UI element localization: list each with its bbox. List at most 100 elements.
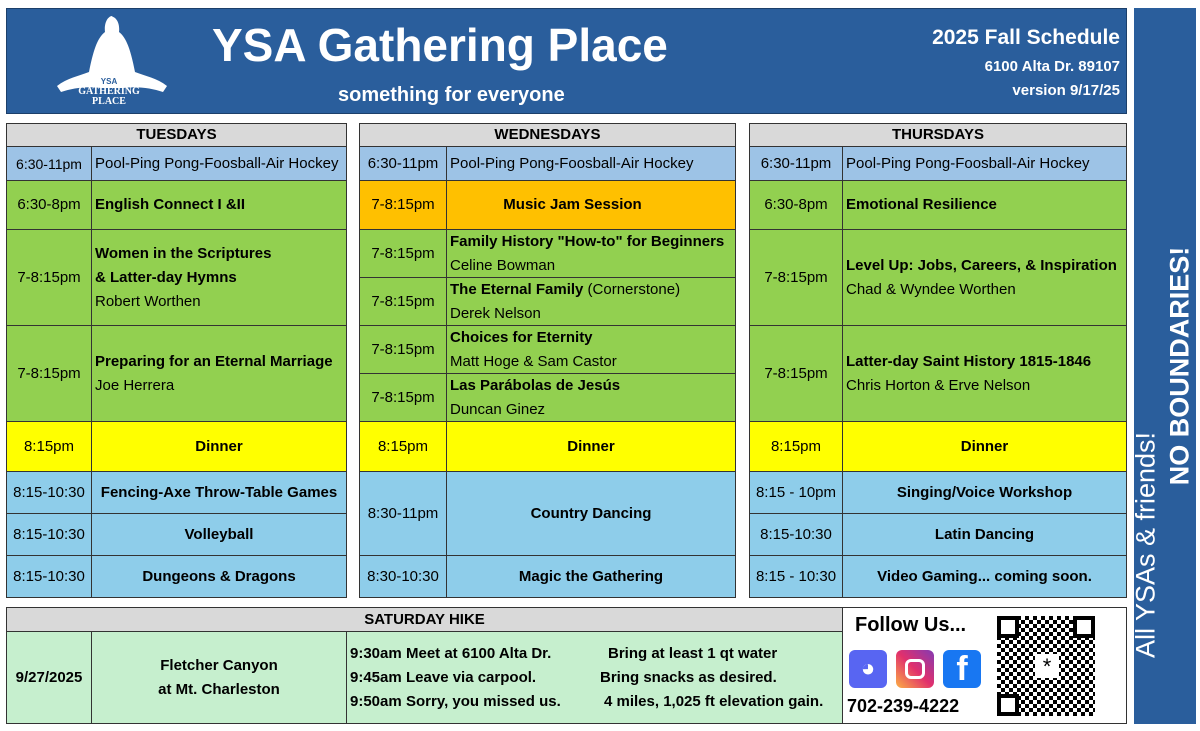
time: 8:15 - 10pm <box>749 471 843 514</box>
activity: Video Gaming... coming soon. <box>842 555 1127 598</box>
wednesday-header: WEDNESDAYS <box>359 123 736 147</box>
schedule-row: 9:45am Leave via carpool. Bring snacks as … <box>350 666 777 690</box>
follow-title: Follow Us... <box>855 614 967 636</box>
activity: Emotional Resilience <box>842 180 1127 230</box>
time: 8:30-10:30 <box>359 555 447 598</box>
time: 6:30-11pm <box>359 146 447 181</box>
time: 8:15-10:30 <box>6 555 92 598</box>
class-cell: Level Up: Jobs, Careers, & Inspiration Ch… <box>842 229 1127 326</box>
activity: Fencing-Axe Throw-Table Games <box>91 471 347 514</box>
time: 7-8:15pm <box>6 325 92 422</box>
discord-icon[interactable]: ◕ <box>849 650 887 688</box>
qr-code[interactable]: * <box>997 616 1095 716</box>
thursday-header: THURSDAYS <box>749 123 1127 147</box>
text: Meet at 6100 Alta Dr. <box>406 644 552 662</box>
activity: Country Dancing <box>446 471 736 556</box>
address: 6100 Alta Dr. 89107 <box>984 58 1120 75</box>
class-cell: Las Parábolas de Jesús Duncan Ginez <box>446 373 736 422</box>
dinner: Dinner <box>842 421 1127 472</box>
time: 9:30am <box>350 644 402 662</box>
time: 7-8:15pm <box>359 277 447 326</box>
note: Bring snacks as desired. <box>600 668 777 686</box>
all-ysas: All YSAs & friends! <box>1130 431 1161 659</box>
schedule-row: 9:50am Sorry, you missed us. 4 miles, 1,02… <box>350 690 823 714</box>
time: 7-8:15pm <box>6 229 92 326</box>
time: 7-8:15pm <box>359 180 447 230</box>
class-name: Level Up: Jobs, Careers, & Inspiration <box>846 256 1117 274</box>
time: 7-8:15pm <box>359 325 447 374</box>
logo: YSA GATHERING PLACE <box>44 12 174 108</box>
class-name: Las Parábolas de Jesús <box>450 376 621 394</box>
no-boundaries: NO BOUNDARIES! <box>1164 246 1195 486</box>
class-cell: Latter-day Saint History 1815-1846 Chris … <box>842 325 1127 422</box>
time: 9:50am <box>350 692 402 710</box>
side-banner: NO BOUNDARIES! All YSAs & friends! <box>1130 8 1196 724</box>
activity: Pool-Ping Pong-Foosball-Air Hockey <box>91 146 347 181</box>
class-cell: Women in the Scriptures & Latter-day Hymn… <box>91 229 347 326</box>
activity: Music Jam Session <box>446 180 736 230</box>
time: 6:30-11pm <box>6 146 92 181</box>
instagram-icon[interactable] <box>896 650 934 688</box>
note: Bring at least 1 qt water <box>608 644 778 662</box>
activity: Singing/Voice Workshop <box>842 471 1127 514</box>
facebook-icon[interactable]: f <box>943 650 981 688</box>
class-cell: Preparing for an Eternal Marriage Joe Her… <box>91 325 347 422</box>
teacher: Celine Bowman <box>450 256 556 274</box>
time: 8:15-10:30 <box>6 471 92 514</box>
activity: Latin Dancing <box>842 513 1127 556</box>
header-banner <box>6 8 1127 114</box>
text: Leave via carpool. <box>406 668 537 686</box>
teacher: Derek Nelson <box>450 304 541 322</box>
teacher: Robert Worthen <box>95 292 201 310</box>
teacher: Duncan Ginez <box>450 400 546 418</box>
time: 7-8:15pm <box>359 229 447 278</box>
text: Sorry, you missed us. <box>406 692 561 710</box>
class-cell: Choices for Eternity Matt Hoge & Sam Cast… <box>446 325 736 374</box>
subtitle: something for everyone <box>338 84 565 106</box>
activity: Pool-Ping Pong-Foosball-Air Hockey <box>446 146 736 181</box>
time: 7-8:15pm <box>749 325 843 422</box>
class-name: & Latter-day Hymns <box>95 268 237 286</box>
tuesday-header: TUESDAYS <box>6 123 347 147</box>
class-note: (Cornerstone) <box>583 280 681 298</box>
time: 7-8:15pm <box>359 373 447 422</box>
phone: 702-239-4222 <box>847 696 960 716</box>
svg-text:GATHERING: GATHERING <box>78 86 140 97</box>
time: 8:15-10:30 <box>749 513 843 556</box>
time: 8:15pm <box>359 421 447 472</box>
svg-text:YSA: YSA <box>101 77 118 86</box>
time: 8:15pm <box>6 421 92 472</box>
svg-text:PLACE: PLACE <box>92 96 126 107</box>
time: 6:30-8pm <box>6 180 92 230</box>
time: 8:15-10:30 <box>6 513 92 556</box>
class-name: The Eternal Family <box>450 280 584 298</box>
teacher: Chad & Wyndee Worthen <box>846 280 1016 298</box>
hike-date: 9/27/2025 <box>6 631 92 724</box>
class-name: Preparing for an Eternal Marriage <box>95 352 333 370</box>
activity: Volleyball <box>91 513 347 556</box>
time: 9:45am <box>350 668 402 686</box>
place-line: at Mt. Charleston <box>158 680 280 698</box>
time: 8:30-11pm <box>359 471 447 556</box>
activity: English Connect I &II <box>91 180 347 230</box>
hike-schedule: 9:30am Meet at 6100 Alta Dr. Bring at leas… <box>346 631 843 724</box>
hike-header: SATURDAY HIKE <box>6 607 843 632</box>
dinner: Dinner <box>446 421 736 472</box>
page-title: YSA Gathering Place <box>212 19 668 71</box>
follow-box: Follow Us... ◕ f 702-239-4222 * <box>842 607 1127 724</box>
schedule-row: 9:30am Meet at 6100 Alta Dr. Bring at leas… <box>350 642 777 666</box>
class-name: Family History "How-to" for Beginners <box>450 232 725 250</box>
activity: Magic the Gathering <box>446 555 736 598</box>
teacher: Chris Horton & Erve Nelson <box>846 376 1031 394</box>
time: 8:15pm <box>749 421 843 472</box>
class-cell: Family History "How-to" for Beginners Cel… <box>446 229 736 278</box>
schedule-name: 2025 Fall Schedule <box>932 26 1120 49</box>
time: 6:30-8pm <box>749 180 843 230</box>
class-name: Women in the Scriptures <box>95 244 272 262</box>
class-name: Latter-day Saint History 1815-1846 <box>846 352 1092 370</box>
dinner: Dinner <box>91 421 347 472</box>
activity: Dungeons & Dragons <box>91 555 347 598</box>
class-name: Choices for Eternity <box>450 328 593 346</box>
class-cell: The Eternal Family (Cornerstone) Derek Ne… <box>446 277 736 326</box>
teacher: Joe Herrera <box>95 376 175 394</box>
